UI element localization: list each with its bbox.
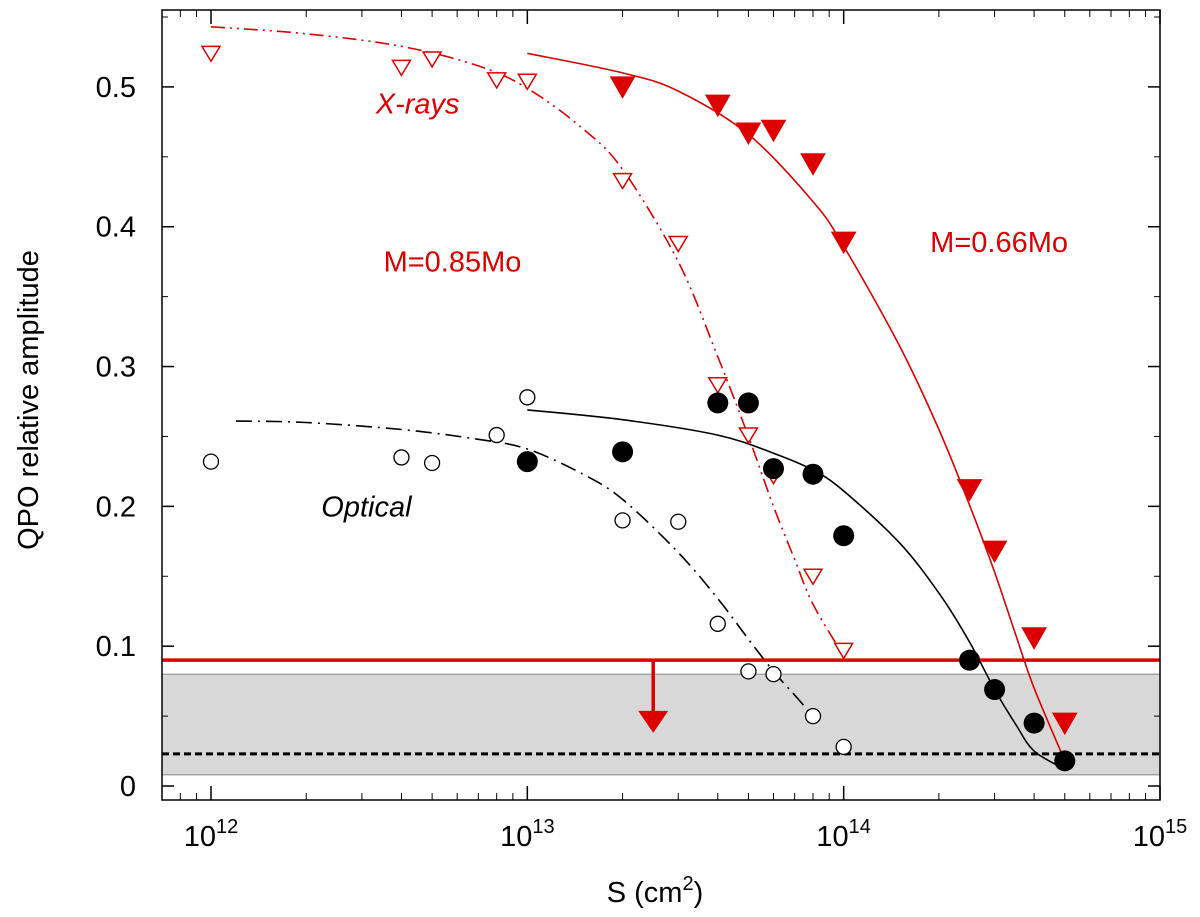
x-axis-title-sup: 2 bbox=[682, 873, 693, 895]
x-tick-exp: 14 bbox=[849, 816, 871, 838]
fit-curve-0 bbox=[527, 52, 1066, 762]
series-2-point-6 bbox=[833, 525, 855, 547]
y-tick-label-4: 0.4 bbox=[96, 212, 136, 244]
y-tick-label-1: 0.1 bbox=[96, 631, 136, 663]
x-tick-label-2: 1014 bbox=[816, 816, 871, 853]
series-0-point-1 bbox=[704, 94, 731, 118]
series-3-point-7 bbox=[709, 615, 726, 632]
plot-frame bbox=[161, 9, 1161, 801]
series-3-point-6 bbox=[670, 513, 687, 530]
series-2-point-3 bbox=[737, 392, 759, 414]
series-2-point-9 bbox=[1023, 712, 1045, 734]
series-0-point-3 bbox=[760, 119, 787, 143]
series-3-point-10 bbox=[804, 707, 822, 725]
series-1-point-3 bbox=[486, 72, 508, 90]
noise-band bbox=[161, 673, 1161, 776]
series-3-point-9 bbox=[765, 666, 782, 683]
x-axis-title-main: S (cm bbox=[607, 877, 683, 909]
series-3-point-11 bbox=[835, 738, 852, 756]
series-0-point-2 bbox=[735, 122, 762, 146]
x-tick-exp: 13 bbox=[532, 816, 554, 838]
x-axis-title-close: ) bbox=[694, 877, 704, 909]
series-3-point-5 bbox=[614, 512, 631, 529]
y-tick-label-5: 0.5 bbox=[96, 72, 136, 104]
x-tick-label-0: 1012 bbox=[184, 816, 239, 853]
x-tick-base: 10 bbox=[500, 821, 532, 853]
series-0-point-5 bbox=[830, 231, 857, 255]
x-tick-label-1: 1013 bbox=[500, 816, 555, 853]
series-3-point-8 bbox=[740, 663, 757, 680]
series-1-point-8 bbox=[738, 427, 759, 445]
series-0-point-0 bbox=[609, 76, 636, 99]
x-tick-label-3: 1015 bbox=[1133, 816, 1188, 853]
x-tick-base: 10 bbox=[1133, 821, 1165, 853]
series-2-point-0 bbox=[516, 451, 538, 473]
annotation-0: X-rays bbox=[375, 89, 460, 121]
series-1-point-7 bbox=[707, 376, 729, 395]
series-1-point-2 bbox=[421, 51, 443, 69]
series-1-point-10 bbox=[802, 568, 824, 586]
series-3-point-3 bbox=[488, 426, 505, 444]
series-0-point-9 bbox=[1051, 712, 1078, 736]
y-axis-title: QPO relative amplitude bbox=[13, 250, 45, 550]
series-0-point-6 bbox=[956, 479, 983, 502]
x-axis-title: S (cm2) bbox=[607, 873, 704, 909]
series-1-point-4 bbox=[517, 73, 538, 91]
series-2-point-5 bbox=[802, 463, 824, 485]
series-2-point-2 bbox=[707, 392, 729, 414]
series-0-point-7 bbox=[981, 540, 1008, 564]
upper-limit-arrow-head bbox=[638, 710, 669, 733]
fit-curve-2 bbox=[527, 409, 1066, 770]
annotation-1: M=0.85Mo bbox=[384, 247, 522, 279]
series-3-point-2 bbox=[423, 454, 441, 472]
series-1-point-0 bbox=[200, 45, 222, 63]
series-2-point-1 bbox=[612, 441, 634, 463]
series-2-point-7 bbox=[959, 649, 981, 671]
series-1-point-1 bbox=[391, 59, 412, 77]
series-0-point-4 bbox=[800, 153, 826, 176]
y-tick-label-2: 0.2 bbox=[96, 491, 136, 523]
series-3-point-1 bbox=[393, 449, 410, 466]
annotation-3: Optical bbox=[321, 491, 413, 523]
series-2-point-8 bbox=[984, 679, 1006, 701]
x-tick-base: 10 bbox=[816, 821, 848, 853]
y-tick-label-0: 0 bbox=[120, 771, 136, 803]
series-1-point-6 bbox=[667, 235, 689, 253]
fit-curve-1 bbox=[210, 26, 845, 657]
series-3-point-0 bbox=[202, 453, 220, 470]
x-tick-base: 10 bbox=[184, 821, 216, 853]
series-2-point-4 bbox=[762, 458, 784, 480]
x-tick-exp: 12 bbox=[216, 816, 238, 838]
y-tick-label-3: 0.3 bbox=[96, 352, 136, 384]
series-3-point-4 bbox=[519, 389, 536, 406]
series-1-point-5 bbox=[612, 172, 633, 191]
series-1-point-11 bbox=[833, 642, 854, 660]
series-0-point-8 bbox=[1021, 627, 1047, 650]
x-tick-exp: 15 bbox=[1165, 816, 1187, 838]
series-2-point-10 bbox=[1054, 750, 1076, 772]
annotation-2: M=0.66Mo bbox=[930, 227, 1068, 259]
